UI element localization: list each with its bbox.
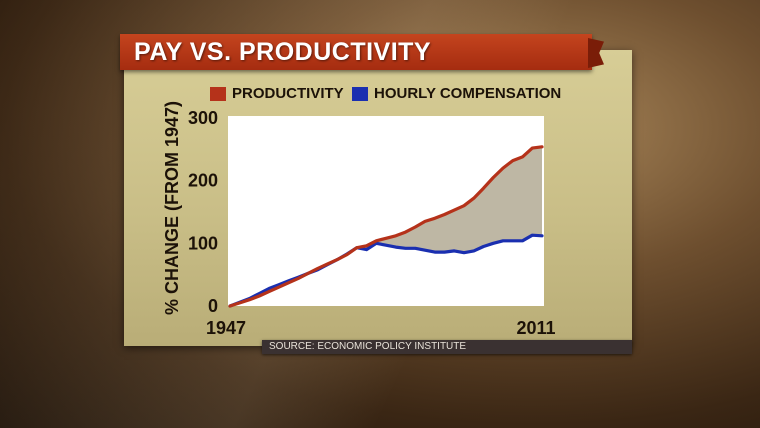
y-tick-label-300: 300 <box>188 108 218 128</box>
legend-swatch-productivity <box>210 87 226 101</box>
y-tick-layer: 0 100 200 300 <box>188 108 218 316</box>
series-layer <box>228 145 544 308</box>
series-line-compensation <box>228 233 544 308</box>
title-banner-tail <box>588 38 604 68</box>
chart-title: PAY VS. PRODUCTIVITY <box>134 38 432 66</box>
series-line-productivity <box>228 145 544 308</box>
x-tick-label-1947: 1947 <box>206 318 246 338</box>
y-tick-label-200: 200 <box>188 171 218 191</box>
source-note: SOURCE: ECONOMIC POLICY INSTITUTE <box>269 341 467 352</box>
legend-swatch-compensation <box>352 87 368 101</box>
y-tick-label-100: 100 <box>188 233 218 253</box>
x-tick-label-2011: 2011 <box>516 318 555 338</box>
title-banner <box>120 34 592 70</box>
legend-label-productivity: PRODUCTIVITY <box>232 85 344 102</box>
y-tick-label-0: 0 <box>208 296 218 316</box>
legend-label-compensation: HOURLY COMPENSATION <box>374 85 562 102</box>
x-tick-layer: 1947 2011 <box>206 318 556 338</box>
source-bar <box>262 340 632 354</box>
